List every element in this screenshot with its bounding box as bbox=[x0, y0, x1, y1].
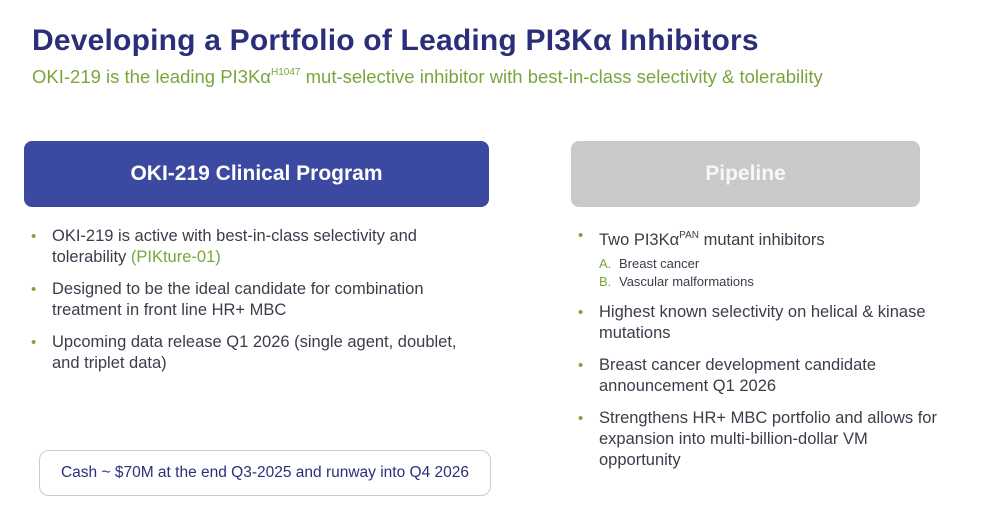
bullet-text-after: mutant inhibitors bbox=[698, 231, 825, 249]
bullet-superscript: PAN bbox=[679, 230, 699, 241]
bullet-icon: • bbox=[578, 357, 584, 374]
bullet-item: • Breast cancer development candidate an… bbox=[573, 355, 953, 397]
sub-item-letter: A. bbox=[599, 256, 612, 271]
bullet-item: • Designed to be the ideal candidate for… bbox=[26, 279, 476, 321]
cash-runway-text: Cash ~ $70M at the end Q3-2025 and runwa… bbox=[60, 464, 469, 481]
bullet-icon: • bbox=[31, 334, 37, 351]
subtitle-text-before: OKI-219 is the leading PI3Kα bbox=[32, 66, 272, 87]
sub-item-letter: B. bbox=[599, 274, 612, 289]
cash-runway-callout: Cash ~ $70M at the end Q3-2025 and runwa… bbox=[39, 450, 491, 496]
bullet-text-before: Two PI3Kα bbox=[599, 231, 680, 249]
bullet-icon: • bbox=[578, 304, 584, 321]
bullet-text: Breast cancer development candidate anno… bbox=[599, 356, 877, 395]
bullet-text: Strengthens HR+ MBC portfolio and allows… bbox=[599, 409, 937, 469]
bullet-icon: • bbox=[31, 228, 37, 245]
sub-list-item: A. Breast cancer bbox=[599, 255, 953, 273]
pipeline-header: Pipeline bbox=[571, 141, 920, 207]
bullet-text: Designed to be the ideal candidate for c… bbox=[52, 280, 424, 319]
bullet-item: • Two PI3KαPAN mutant inhibitors A. Brea… bbox=[573, 225, 953, 291]
sub-item-text: Vascular malformations bbox=[619, 274, 754, 289]
clinical-program-bullets: • OKI-219 is active with best-in-class s… bbox=[26, 226, 476, 385]
sub-list-item: B. Vascular malformations bbox=[599, 273, 953, 291]
bullet-icon: • bbox=[578, 227, 584, 244]
bullet-icon: • bbox=[578, 410, 584, 427]
clinical-program-header: OKI-219 Clinical Program bbox=[24, 141, 489, 207]
pipeline-sub-list: A. Breast cancer B. Vascular malformatio… bbox=[599, 255, 953, 291]
bullet-text: Upcoming data release Q1 2026 (single ag… bbox=[52, 333, 457, 372]
subtitle-text-after: mut-selective inhibitor with best-in-cla… bbox=[300, 66, 823, 87]
bullet-icon: • bbox=[31, 281, 37, 298]
subtitle-superscript: H1047 bbox=[271, 67, 301, 78]
pipeline-header-label: Pipeline bbox=[705, 162, 786, 185]
bullet-item: • OKI-219 is active with best-in-class s… bbox=[26, 226, 476, 268]
slide-title: Developing a Portfolio of Leading PI3Kα … bbox=[32, 24, 759, 57]
bullet-item: • Upcoming data release Q1 2026 (single … bbox=[26, 332, 476, 374]
bullet-text: Highest known selectivity on helical & k… bbox=[599, 303, 926, 342]
slide-subtitle: OKI-219 is the leading PI3KαH1047 mut-se… bbox=[32, 66, 823, 88]
bullet-item: • Highest known selectivity on helical &… bbox=[573, 302, 953, 344]
pipeline-bullets: • Two PI3KαPAN mutant inhibitors A. Brea… bbox=[573, 225, 953, 482]
clinical-program-header-label: OKI-219 Clinical Program bbox=[130, 162, 383, 185]
bullet-highlight: (PIKture-01) bbox=[130, 248, 221, 266]
sub-item-text: Breast cancer bbox=[619, 256, 700, 271]
bullet-text: OKI-219 is active with best-in-class sel… bbox=[52, 227, 417, 266]
bullet-item: • Strengthens HR+ MBC portfolio and allo… bbox=[573, 408, 953, 471]
